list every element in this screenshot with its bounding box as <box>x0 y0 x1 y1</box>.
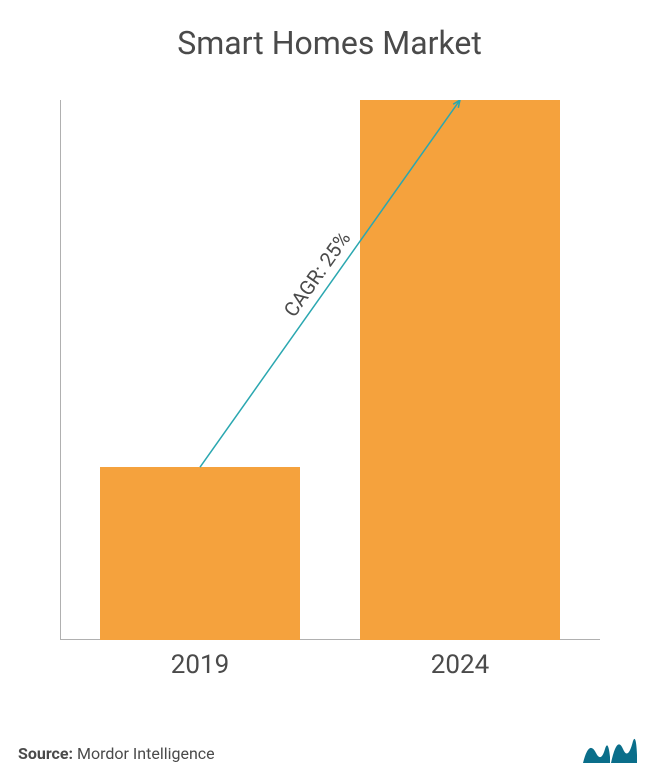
chart-title: Smart Homes Market <box>0 0 659 62</box>
source-prefix: Source: <box>18 744 73 763</box>
cagr-label: CAGR: 25% <box>279 227 356 322</box>
chart-container: Smart Homes Market 2019 2024 CAGR: 25% S… <box>0 0 659 781</box>
x-label-2024: 2024 <box>360 650 560 680</box>
y-axis <box>60 100 61 640</box>
bar-2024 <box>360 100 560 640</box>
mordor-logo-icon <box>581 727 639 767</box>
x-label-2019: 2019 <box>100 650 300 680</box>
chart-area: 2019 2024 CAGR: 25% <box>60 100 600 660</box>
source-value: Mordor Intelligence <box>77 744 215 763</box>
bar-2019 <box>100 467 300 640</box>
source-footer: Source: Mordor Intelligence <box>18 744 215 763</box>
